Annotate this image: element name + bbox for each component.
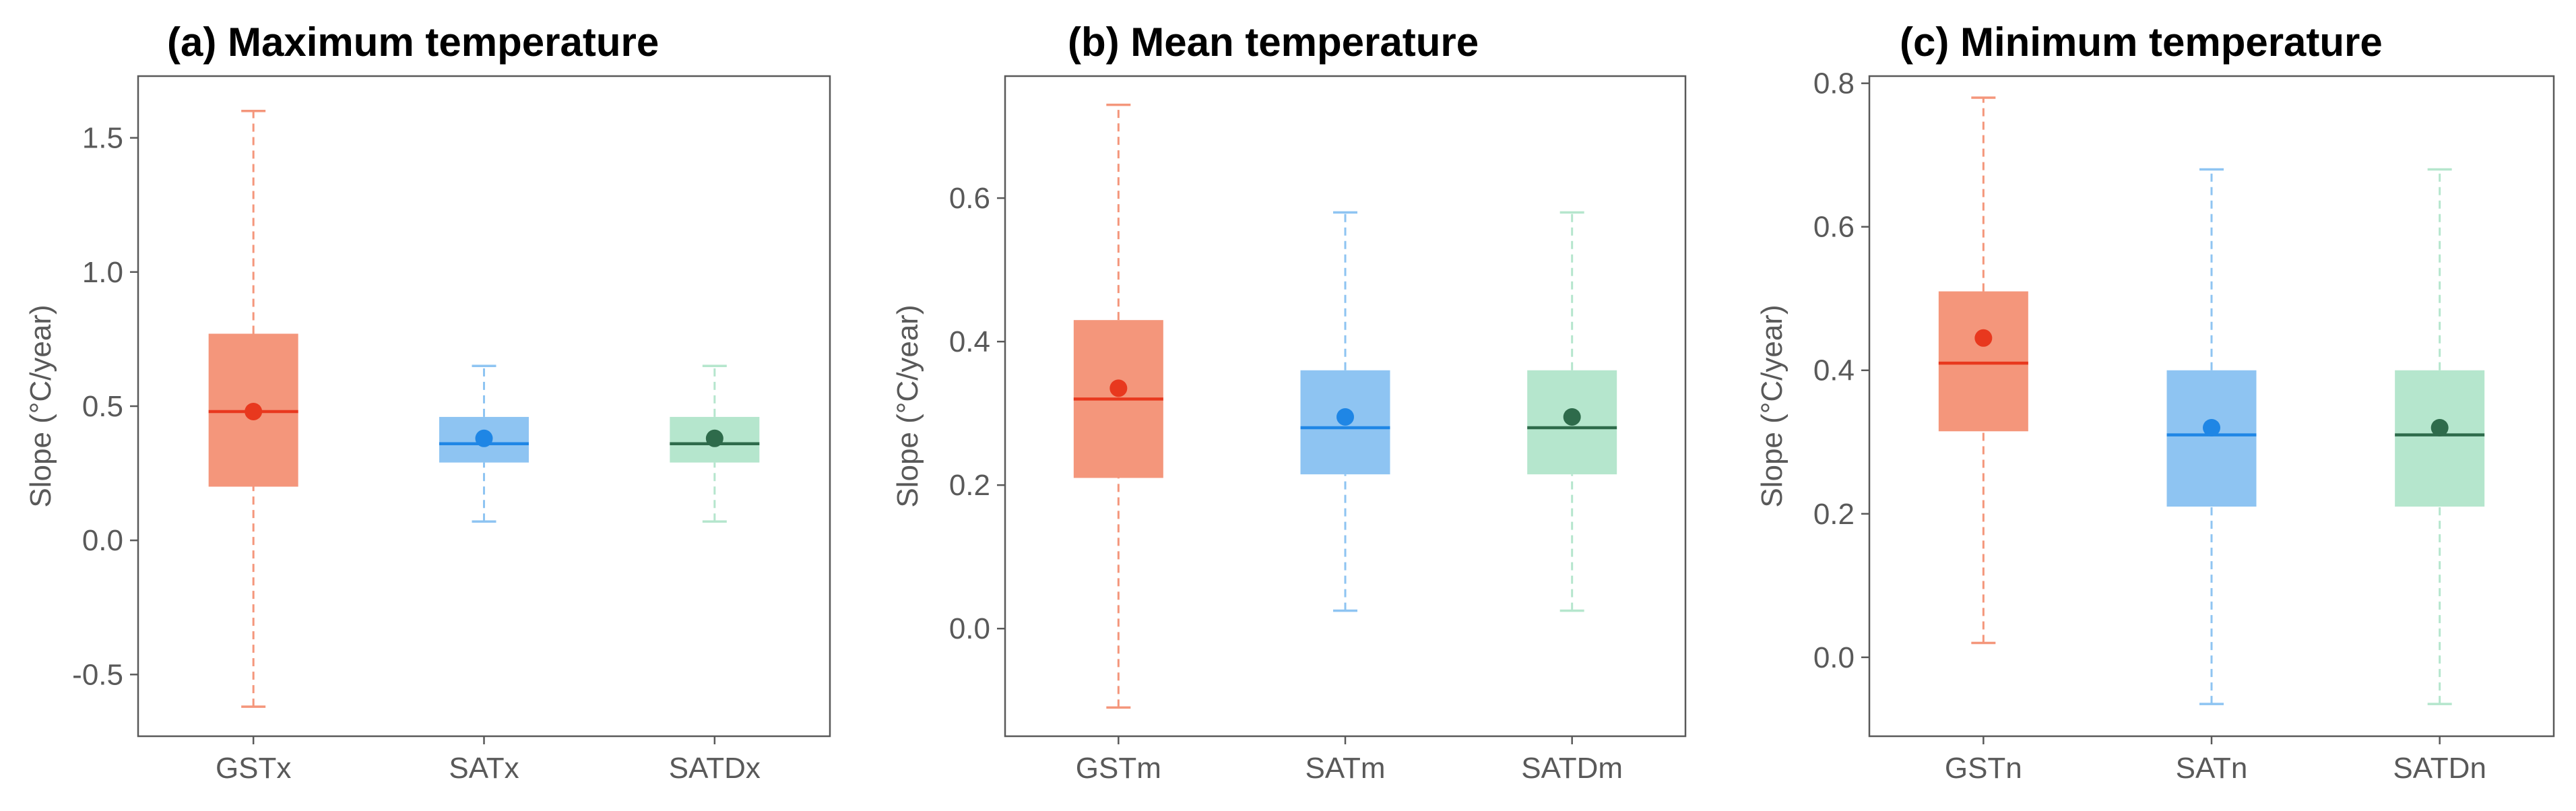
- y-tick-label: 0.4: [949, 325, 990, 358]
- box-SATDm: [1527, 211, 1617, 612]
- mean-marker: [1109, 379, 1128, 397]
- iqr-box: [2395, 370, 2485, 507]
- mean-marker: [1563, 408, 1581, 426]
- y-tick-label: 0.0: [949, 612, 990, 645]
- y-tick-label: 0.5: [82, 390, 123, 423]
- plot-frame: [1868, 75, 2555, 738]
- box-GSTx: [208, 110, 298, 708]
- mean-marker: [2203, 418, 2220, 436]
- mean-marker: [1974, 329, 1993, 347]
- y-tick-label: 0.6: [949, 182, 990, 215]
- y-tick-label: 1.0: [82, 256, 123, 289]
- x-tick-label: SATDm: [1521, 752, 1623, 785]
- y-tick-label: 0.0: [1813, 641, 1855, 674]
- panel-2: (b) Mean temperature Slope (°C/year) 0.0 0.…: [891, 20, 1687, 785]
- box-SATx: [439, 364, 529, 523]
- box-SATn: [2166, 168, 2257, 705]
- mean-marker: [705, 429, 723, 447]
- iqr-box: [2166, 370, 2257, 507]
- mean-marker: [245, 402, 263, 420]
- chart-title: (a) Maximum temperature: [167, 20, 659, 65]
- panel-1: (a) Maximum temperature Slope (°C/year) -0…: [24, 20, 831, 785]
- y-axis-label: Slope (°C/year): [24, 304, 57, 507]
- box-SATDn: [2395, 168, 2485, 705]
- y-tick-label: 1.5: [82, 122, 123, 155]
- box-GSTn: [1938, 96, 2028, 645]
- x-tick-label: SATDn: [2393, 752, 2486, 785]
- y-tick-label: 0.0: [82, 524, 123, 557]
- mean-marker: [2430, 418, 2449, 436]
- x-tick-label: SATm: [1306, 752, 1386, 785]
- y-tick-label: -0.5: [72, 658, 123, 691]
- x-tick-label: SATDx: [669, 752, 761, 785]
- panel-3: (c) Minimum temperature Slope (°C/year) 0.…: [1756, 20, 2555, 785]
- y-tick-label: 0.8: [1813, 67, 1855, 100]
- plot-frame: [1004, 75, 1687, 738]
- box-SATDx: [670, 364, 760, 523]
- y-tick-label: 0.2: [1813, 498, 1855, 531]
- box-SATm: [1300, 211, 1390, 612]
- iqr-box: [1938, 291, 2028, 432]
- y-tick-label: 0.4: [1813, 354, 1855, 387]
- x-tick-label: GSTm: [1076, 752, 1161, 785]
- y-axis-label: Slope (°C/year): [1756, 304, 1789, 507]
- x-tick-label: GSTx: [216, 752, 291, 785]
- y-tick-label: 0.2: [949, 469, 990, 502]
- x-tick-label: SATn: [2176, 752, 2248, 785]
- mean-marker: [475, 429, 493, 447]
- mean-marker: [1337, 408, 1354, 426]
- x-tick-label: SATx: [449, 752, 519, 785]
- chart-title: (c) Minimum temperature: [1900, 20, 2383, 65]
- chart-title: (b) Mean temperature: [1068, 20, 1479, 65]
- x-tick-label: GSTn: [1945, 752, 2022, 785]
- box-GSTm: [1073, 103, 1163, 709]
- y-axis-label: Slope (°C/year): [891, 304, 924, 507]
- plot-frame: [137, 75, 831, 738]
- y-tick-label: 0.6: [1813, 211, 1855, 244]
